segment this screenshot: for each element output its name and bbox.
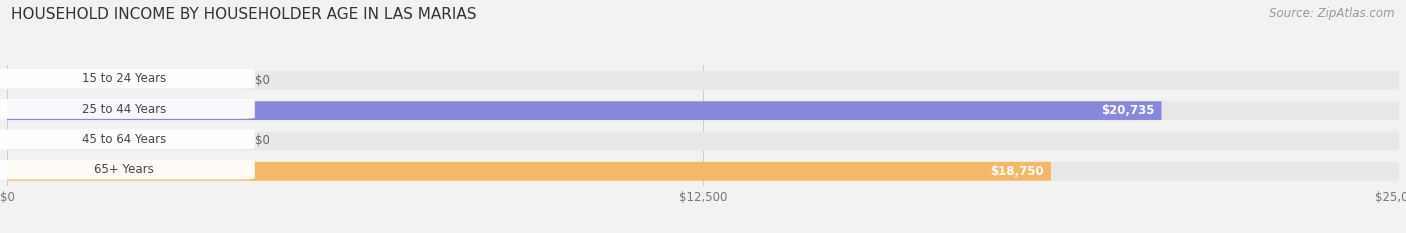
FancyBboxPatch shape: [7, 162, 1399, 181]
FancyBboxPatch shape: [7, 162, 1052, 181]
Text: 65+ Years: 65+ Years: [94, 163, 153, 176]
Text: 15 to 24 Years: 15 to 24 Years: [82, 72, 166, 85]
FancyBboxPatch shape: [0, 69, 254, 89]
FancyBboxPatch shape: [7, 132, 1399, 150]
Text: Source: ZipAtlas.com: Source: ZipAtlas.com: [1270, 7, 1395, 20]
FancyBboxPatch shape: [0, 130, 254, 149]
Text: 45 to 64 Years: 45 to 64 Years: [82, 133, 166, 146]
FancyBboxPatch shape: [0, 160, 254, 179]
Text: $18,750: $18,750: [990, 165, 1045, 178]
FancyBboxPatch shape: [7, 101, 1399, 120]
FancyBboxPatch shape: [0, 99, 254, 119]
Text: $0: $0: [254, 134, 270, 147]
Text: $0: $0: [254, 74, 270, 87]
Text: $20,735: $20,735: [1101, 104, 1154, 117]
Text: HOUSEHOLD INCOME BY HOUSEHOLDER AGE IN LAS MARIAS: HOUSEHOLD INCOME BY HOUSEHOLDER AGE IN L…: [11, 7, 477, 22]
Text: 25 to 44 Years: 25 to 44 Years: [82, 103, 166, 116]
FancyBboxPatch shape: [7, 71, 1399, 90]
FancyBboxPatch shape: [7, 101, 1161, 120]
